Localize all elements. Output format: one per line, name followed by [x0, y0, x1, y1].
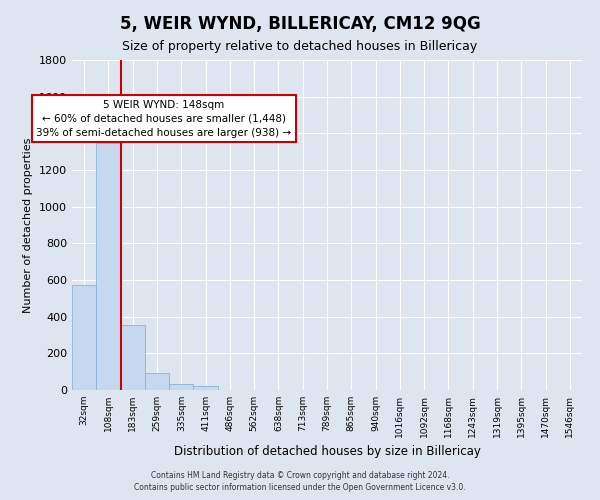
Bar — [72, 284, 96, 390]
Text: 5 WEIR WYND: 148sqm
← 60% of detached houses are smaller (1,448)
39% of semi-det: 5 WEIR WYND: 148sqm ← 60% of detached ho… — [36, 100, 292, 138]
Bar — [96, 142, 121, 390]
Text: Contains HM Land Registry data © Crown copyright and database right 2024.
Contai: Contains HM Land Registry data © Crown c… — [134, 470, 466, 492]
Text: 5, WEIR WYND, BILLERICAY, CM12 9QG: 5, WEIR WYND, BILLERICAY, CM12 9QG — [119, 15, 481, 33]
X-axis label: Distribution of detached houses by size in Billericay: Distribution of detached houses by size … — [173, 446, 481, 458]
Bar — [145, 372, 169, 390]
Text: Size of property relative to detached houses in Billericay: Size of property relative to detached ho… — [122, 40, 478, 53]
Y-axis label: Number of detached properties: Number of detached properties — [23, 138, 34, 312]
Bar — [169, 384, 193, 390]
Bar — [121, 325, 145, 390]
Bar — [193, 386, 218, 390]
